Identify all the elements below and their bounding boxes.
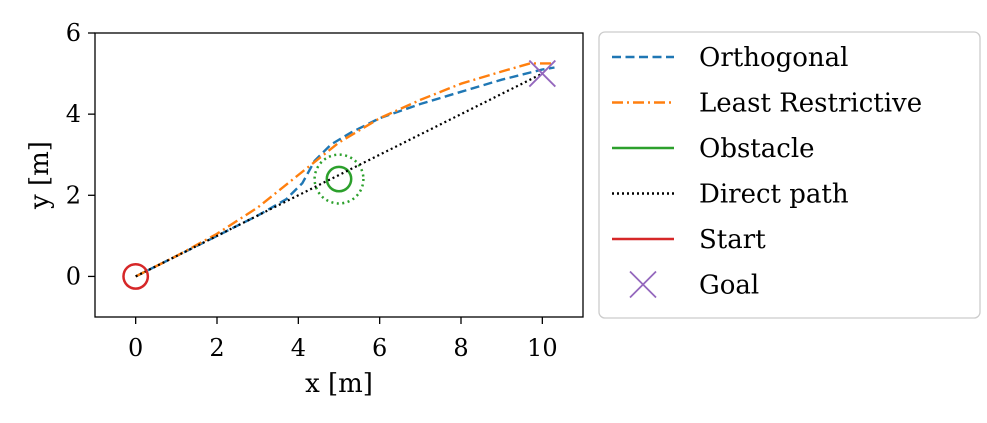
x-tick-label: 8 bbox=[453, 334, 468, 362]
y-axis-label: y [m] bbox=[25, 141, 55, 210]
legend-label: Orthogonal bbox=[699, 43, 848, 73]
y-tick-label: 4 bbox=[66, 100, 81, 128]
x-tick-label: 2 bbox=[209, 334, 224, 362]
goal-marker bbox=[528, 59, 556, 88]
data-layer bbox=[122, 59, 556, 290]
x-tick-label: 0 bbox=[128, 334, 143, 362]
obstacle-safety-circle bbox=[313, 153, 365, 205]
series-line-orthogonal bbox=[135, 66, 555, 278]
legend-label: Least Restrictive bbox=[699, 89, 922, 119]
legend-item-direct-path: Direct path bbox=[612, 180, 849, 210]
x-axis-label: x [m] bbox=[305, 369, 373, 399]
legend: Orthogonal Least Restrictive Obstacle Direc… bbox=[598, 31, 981, 319]
legend-item-start: Start bbox=[612, 225, 766, 255]
y-tick-label: 2 bbox=[66, 181, 81, 209]
legend-label: Goal bbox=[699, 271, 759, 301]
start-marker bbox=[122, 262, 150, 290]
legend-label: Obstacle bbox=[699, 134, 815, 164]
y-tick-label: 0 bbox=[66, 262, 81, 290]
legend-handle bbox=[629, 270, 657, 299]
series-line-least_restrictive bbox=[135, 62, 555, 278]
series-line-direct_path bbox=[135, 72, 543, 278]
plot-area bbox=[94, 32, 584, 318]
legend-item-orthogonal: Orthogonal bbox=[612, 43, 848, 73]
legend-label: Direct path bbox=[699, 180, 849, 210]
x-tick-label: 10 bbox=[527, 334, 558, 362]
x-axis-ticks: 0 2 4 6 8 10 bbox=[128, 317, 558, 362]
obstacle-circle bbox=[325, 165, 353, 193]
legend-item-least-restrictive: Least Restrictive bbox=[612, 89, 922, 119]
y-axis-ticks: 0 2 4 6 bbox=[66, 19, 95, 290]
x-tick-label: 6 bbox=[372, 334, 387, 362]
legend-item-goal: Goal bbox=[629, 270, 759, 301]
legend-item-obstacle: Obstacle bbox=[612, 134, 815, 164]
legend-label: Start bbox=[699, 225, 766, 255]
y-tick-label: 6 bbox=[66, 19, 81, 47]
legend-frame bbox=[598, 31, 981, 319]
x-tick-label: 4 bbox=[291, 334, 306, 362]
